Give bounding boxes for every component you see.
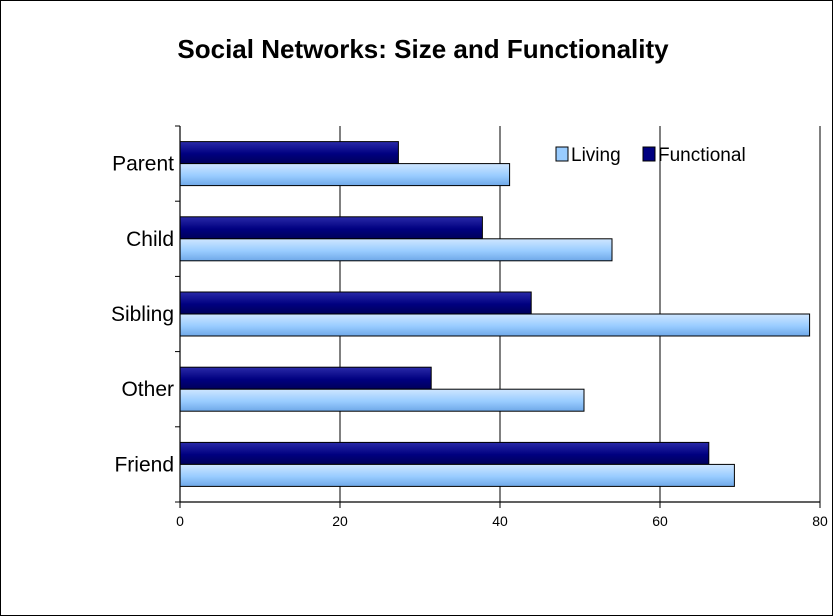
category-label: Sibling bbox=[111, 303, 174, 326]
bar-living bbox=[179, 238, 613, 262]
legend-swatch-functional bbox=[642, 146, 656, 162]
bar-living bbox=[179, 388, 585, 412]
x-tick-label: 80 bbox=[812, 513, 828, 529]
bars bbox=[179, 141, 811, 487]
legend-label-functional: Functional bbox=[658, 145, 746, 166]
bar-functional bbox=[179, 141, 399, 165]
axes bbox=[175, 125, 821, 508]
chart-title: Social Networks: Size and Functionality bbox=[177, 34, 669, 64]
bar-functional bbox=[179, 366, 432, 390]
x-tick-label: 20 bbox=[332, 513, 348, 529]
bar-functional bbox=[179, 441, 710, 465]
x-tick-label: 0 bbox=[176, 513, 184, 529]
category-label: Child bbox=[126, 228, 174, 251]
x-tick-label: 40 bbox=[492, 513, 508, 529]
bar-living bbox=[179, 163, 511, 187]
legend: Living Functional bbox=[555, 145, 746, 166]
category-label: Friend bbox=[114, 453, 174, 476]
bar-living bbox=[179, 463, 735, 487]
x-tick-label: 60 bbox=[652, 513, 668, 529]
bar-living bbox=[179, 313, 811, 337]
category-label: Other bbox=[121, 378, 174, 401]
legend-label-living: Living bbox=[571, 145, 621, 166]
bar-functional bbox=[179, 216, 483, 240]
labels: 0 20 40 60 80 Parent Child Sibling Other Friend bbox=[111, 153, 828, 529]
bar-functional bbox=[179, 291, 532, 315]
category-label: Parent bbox=[112, 153, 174, 176]
legend-swatch-living bbox=[555, 146, 569, 162]
